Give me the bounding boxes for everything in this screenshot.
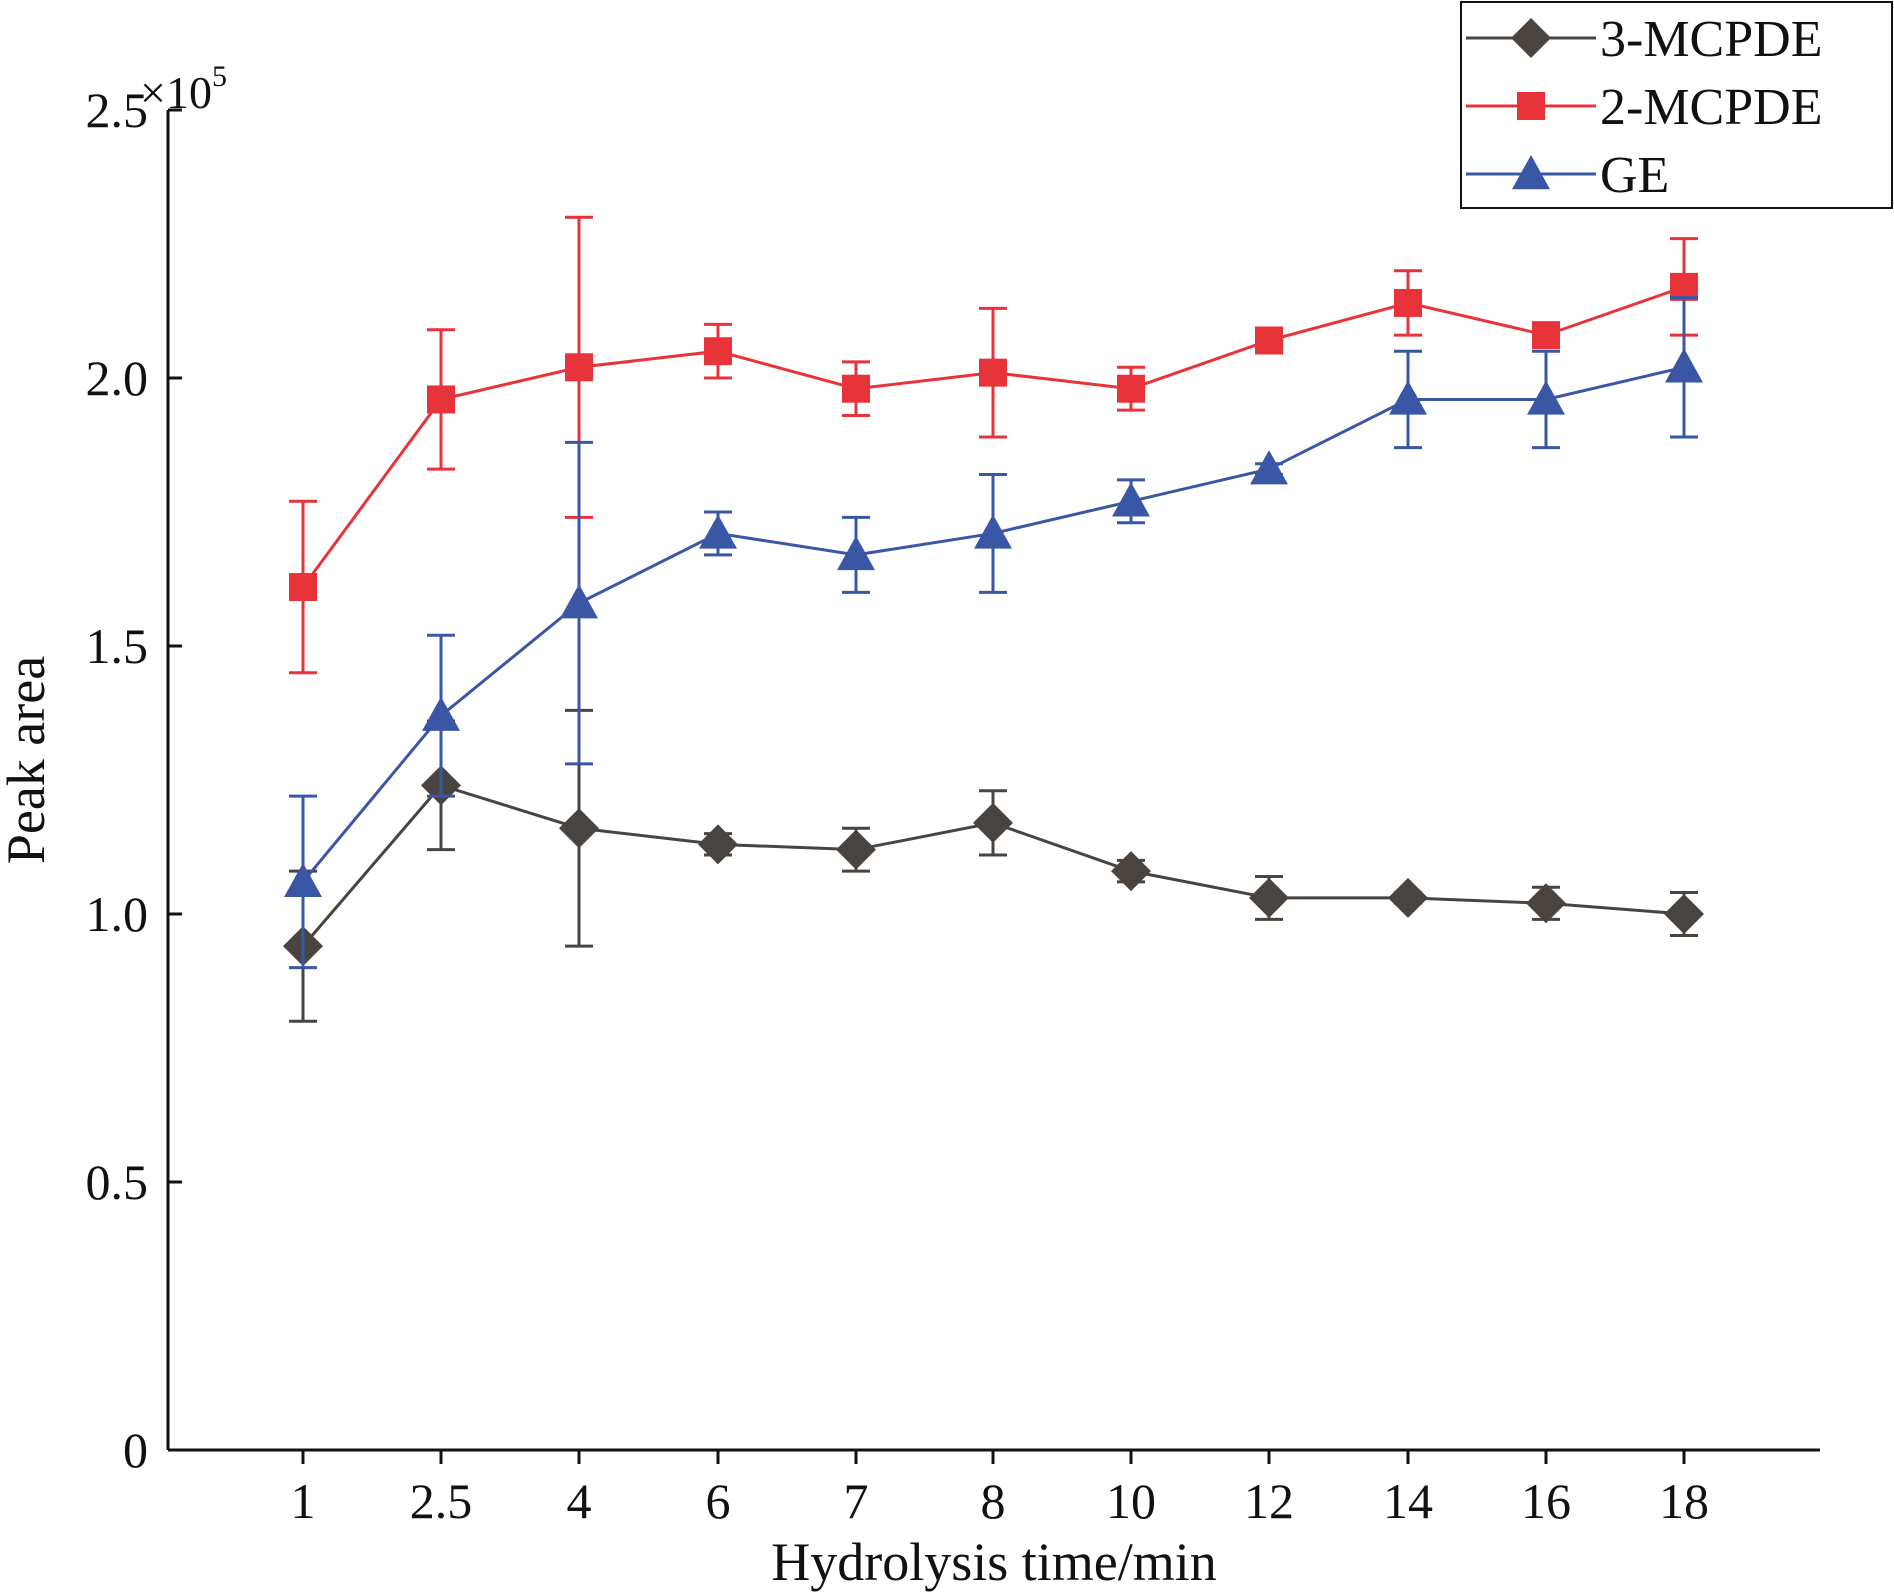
y-multiplier-base: ×10 <box>140 67 212 118</box>
y-tick-label: 1.0 <box>86 886 149 942</box>
x-tick-label: 6 <box>706 1473 731 1529</box>
x-tick-label: 2.5 <box>410 1473 473 1529</box>
x-tick-label: 10 <box>1106 1473 1156 1529</box>
data-point <box>422 696 460 731</box>
data-point <box>565 353 593 382</box>
y-tick-label: 2.0 <box>86 350 149 406</box>
legend-label: 2-MCPDE <box>1600 79 1822 136</box>
data-point <box>1665 348 1703 383</box>
data-point <box>1111 851 1151 892</box>
data-point <box>284 862 322 898</box>
data-point <box>1394 288 1422 317</box>
data-point <box>1532 321 1560 350</box>
x-tick-label: 7 <box>844 1473 869 1529</box>
data-point <box>1249 877 1289 918</box>
data-point <box>1112 482 1150 517</box>
data-point <box>842 374 870 403</box>
y-tick-label: 1.5 <box>86 618 149 674</box>
data-point <box>698 824 738 865</box>
series-2-mcpde <box>289 215 1698 675</box>
x-tick-label: 16 <box>1521 1473 1571 1529</box>
x-axis-label: Hydrolysis time/min <box>771 1532 1217 1592</box>
data-point <box>1527 380 1565 415</box>
x-tick-label: 14 <box>1383 1473 1433 1529</box>
y-tick-label: 2.5 <box>86 82 149 138</box>
data-point <box>1526 883 1566 924</box>
data-point <box>1255 326 1283 355</box>
y-tick-label: 0.5 <box>86 1154 149 1210</box>
data-point <box>427 385 455 414</box>
y-ticks: 0 0.5 1.0 1.5 2.0 2.5 <box>86 82 182 1478</box>
data-point <box>1389 380 1427 415</box>
data-point <box>1388 877 1428 918</box>
data-point <box>559 808 599 849</box>
legend-label: GE <box>1600 147 1669 204</box>
series-3-mcpde <box>283 708 1704 1023</box>
y-multiplier-exponent: 5 <box>212 60 227 93</box>
y-tick-label: 0 <box>123 1422 148 1478</box>
data-point <box>836 829 876 870</box>
data-point <box>1250 450 1288 485</box>
data-point <box>973 802 1013 843</box>
x-tick-label: 4 <box>567 1473 592 1529</box>
legend-marker <box>1511 18 1551 58</box>
x-ticks: 1 2.5 4 6 7 8 10 12 14 16 18 <box>291 1450 1709 1529</box>
data-point <box>974 514 1012 549</box>
y-multiplier-label: ×105 <box>140 60 227 118</box>
data-point <box>704 337 732 366</box>
plot-area <box>283 215 1704 1023</box>
x-tick-label: 18 <box>1659 1473 1709 1529</box>
legend-marker <box>1512 155 1550 190</box>
data-point <box>289 573 317 602</box>
data-point <box>1117 374 1145 403</box>
data-point <box>560 584 598 619</box>
data-point <box>1664 894 1704 934</box>
data-point <box>837 535 875 571</box>
legend-label: 3-MCPDE <box>1600 11 1822 68</box>
series-ge <box>284 296 1703 970</box>
legend-marker <box>1517 92 1545 120</box>
x-tick-label: 1 <box>291 1473 316 1529</box>
y-axis-label: Peak area <box>0 656 56 864</box>
x-tick-label: 8 <box>981 1473 1006 1529</box>
x-tick-label: 12 <box>1244 1473 1294 1529</box>
data-point <box>979 358 1007 387</box>
legend: 3-MCPDE 2-MCPDE GE <box>1460 1 1893 209</box>
data-point <box>699 514 737 549</box>
